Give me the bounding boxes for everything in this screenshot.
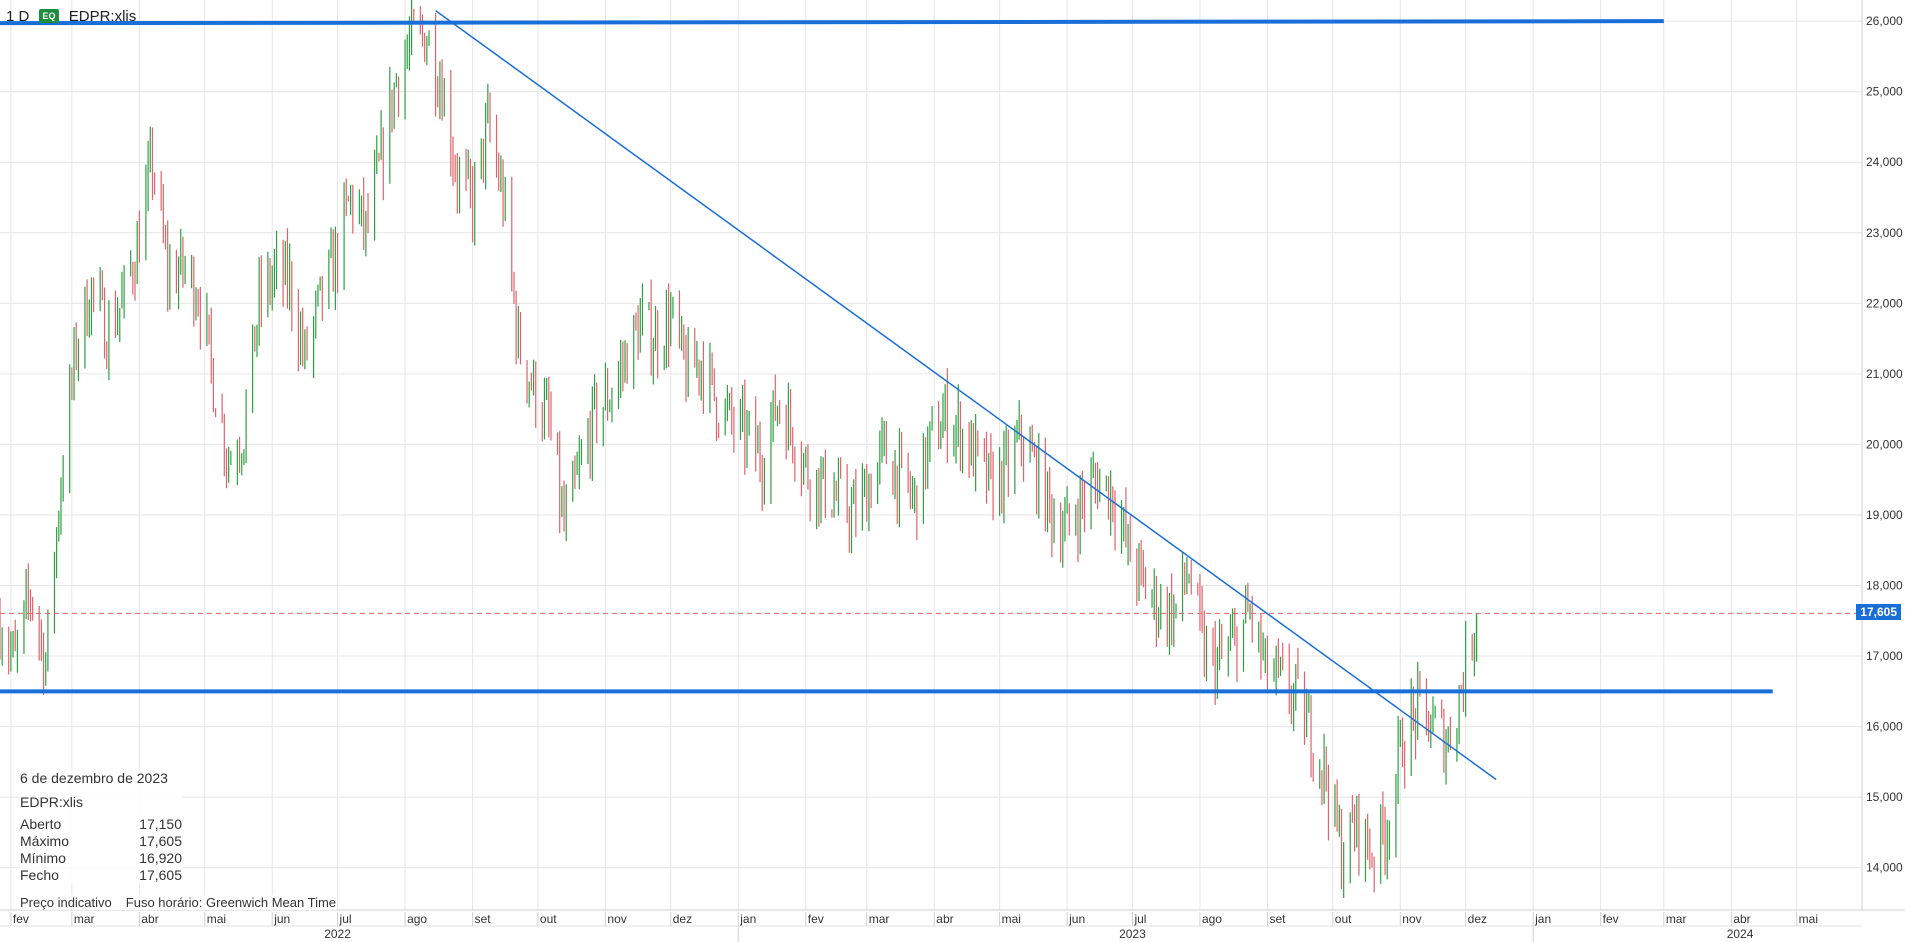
info-label: Aberto <box>20 816 62 832</box>
info-label: Fecho <box>20 867 59 883</box>
info-row-open: Aberto 17,150 <box>20 816 182 833</box>
y-tick-label: 16,000 <box>1866 720 1903 734</box>
y-tick-label: 24,000 <box>1866 155 1903 169</box>
x-tick-label: abr <box>1733 912 1750 926</box>
equity-badge: EQ <box>39 9 59 23</box>
interval-label[interactable]: 1 D <box>6 7 30 25</box>
x-tick-label: ago <box>407 912 427 926</box>
info-date: 6 de dezembro de 2023 <box>20 770 168 786</box>
info-label: Mínimo <box>20 850 66 866</box>
y-tick-label: 21,000 <box>1866 367 1903 381</box>
x-tick-label: abr <box>141 912 158 926</box>
x-tick-label: jul <box>339 912 352 926</box>
x-tick-label: dez <box>673 912 692 926</box>
x-tick-label: mar <box>74 912 95 926</box>
info-value: 17,605 <box>139 833 182 849</box>
year-label: 2024 <box>1727 927 1754 941</box>
x-tick-label: out <box>1335 912 1352 926</box>
x-tick-label: set <box>1269 912 1286 926</box>
x-tick-label: jan <box>739 912 756 926</box>
info-value: 17,605 <box>139 867 182 883</box>
info-value: 16,920 <box>139 850 182 866</box>
x-tick-label: mai <box>1002 912 1021 926</box>
info-value: 17,150 <box>139 816 182 832</box>
indicative-price-note: Preço indicativo <box>20 895 112 910</box>
resistance-line <box>0 19 1664 26</box>
y-tick-label: 22,000 <box>1866 296 1903 310</box>
x-tick-label: jun <box>1068 912 1085 926</box>
y-tick-label: 17,000 <box>1866 649 1903 663</box>
x-tick-label: mai <box>1799 912 1818 926</box>
last-price-tag: 17,605 <box>1856 604 1901 621</box>
info-label: Máximo <box>20 833 70 849</box>
info-row-close: Fecho 17,605 <box>20 867 182 884</box>
timezone-note: Fuso horário: Greenwich Mean Time <box>125 895 337 910</box>
x-tick-label: abr <box>936 912 953 926</box>
x-tick-label: mar <box>1666 912 1687 926</box>
x-tick-label: nov <box>607 912 626 926</box>
y-tick-label: 20,000 <box>1866 437 1903 451</box>
ohlc-info-panel: 6 de dezembro de 2023 EDPR:xlis Aberto 1… <box>20 770 182 884</box>
x-tick-label: fev <box>13 912 29 926</box>
x-tick-label: out <box>540 912 557 926</box>
x-tick-label: fev <box>808 912 824 926</box>
info-symbol: EDPR:xlis <box>20 794 84 810</box>
year-label: 2023 <box>1119 927 1146 941</box>
y-tick-label: 14,000 <box>1866 861 1903 875</box>
x-tick-label: set <box>475 912 492 926</box>
y-tick-label: 23,000 <box>1866 226 1903 240</box>
x-tick-label: ago <box>1202 912 1222 926</box>
y-tick-label: 19,000 <box>1866 508 1903 522</box>
year-label: 2022 <box>324 927 351 941</box>
y-tick-label: 26,000 <box>1866 14 1903 28</box>
y-tick-label: 25,000 <box>1866 85 1903 99</box>
x-tick-label: jan <box>1534 912 1551 926</box>
x-tick-label: nov <box>1402 912 1421 926</box>
x-tick-label: jul <box>1133 912 1146 926</box>
symbol-label[interactable]: EDPR:xlis <box>68 7 137 25</box>
y-tick-label: 18,000 <box>1866 579 1903 593</box>
chart-header: 1 D EQ EDPR:xlis <box>6 6 136 26</box>
x-tick-label: mar <box>869 912 890 926</box>
x-tick-label: mai <box>207 912 226 926</box>
info-row-low: Mínimo 16,920 <box>20 850 182 867</box>
info-row-high: Máximo 17,605 <box>20 833 182 850</box>
x-tick-label: dez <box>1468 912 1487 926</box>
x-tick-label: fev <box>1603 912 1619 926</box>
y-tick-label: 15,000 <box>1866 790 1903 804</box>
x-tick-label: jun <box>273 912 290 926</box>
downtrend-line <box>435 9 1497 781</box>
chart-footer: Preço indicativo Fuso horário: Greenwich… <box>20 895 337 910</box>
